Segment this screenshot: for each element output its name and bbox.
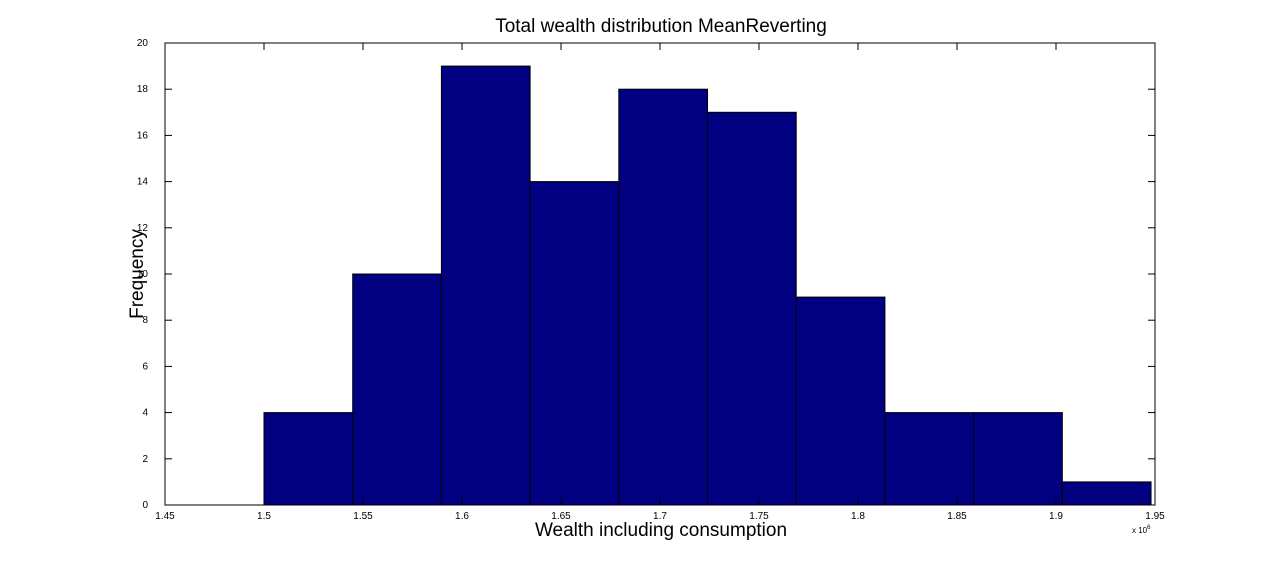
histogram-bar-8 bbox=[884, 412, 975, 506]
bars-layer bbox=[263, 65, 1152, 506]
histogram-bar-6 bbox=[707, 111, 797, 506]
histogram-bar-3 bbox=[440, 65, 531, 506]
y-tick-label: 8 bbox=[142, 315, 148, 326]
y-tick-label: 18 bbox=[137, 84, 149, 95]
ticks-layer: 1.45 1.5 1.55 1.6 1.65 1.7 1.75 1.8 1.85 1.9 1.95 0… bbox=[137, 38, 1165, 522]
x-tick-label: 1.45 bbox=[155, 511, 175, 522]
histogram-bar-4 bbox=[529, 181, 620, 506]
y-tick-label: 6 bbox=[142, 361, 148, 372]
histogram-bar-9 bbox=[973, 412, 1063, 506]
y-tick-label: 2 bbox=[142, 454, 148, 465]
histogram-bar-1 bbox=[263, 412, 354, 506]
histogram-bar-10 bbox=[1061, 481, 1152, 506]
y-tick-label: 14 bbox=[137, 177, 149, 188]
y-tick-label: 4 bbox=[142, 408, 148, 419]
x-tick-label: 1.65 bbox=[551, 511, 571, 522]
y-tick-label: 20 bbox=[137, 38, 149, 49]
histogram-bar-2 bbox=[352, 273, 442, 506]
x-tick-label: 1.55 bbox=[353, 511, 373, 522]
x-tick-label: 1.9 bbox=[1049, 511, 1063, 522]
x-axis-multiplier-base: x 10 bbox=[1132, 526, 1148, 535]
y-tick-label: 10 bbox=[137, 269, 149, 280]
x-tick-label: 1.5 bbox=[257, 511, 271, 522]
x-tick-label: 1.8 bbox=[851, 511, 865, 522]
y-tick-label: 12 bbox=[137, 223, 149, 234]
x-tick-label: 1.6 bbox=[455, 511, 469, 522]
x-tick-label: 1.75 bbox=[749, 511, 769, 522]
y-tick-label: 16 bbox=[137, 130, 149, 141]
x-tick-label: 1.7 bbox=[653, 511, 667, 522]
x-axis-multiplier-exponent: 6 bbox=[1147, 525, 1151, 531]
chart-title: Total wealth distribution MeanReverting bbox=[495, 16, 827, 37]
histogram-bar-5 bbox=[618, 88, 709, 506]
x-tick-label: 1.95 bbox=[1145, 511, 1165, 522]
y-axis-label: Frequency bbox=[127, 229, 148, 319]
x-axis-label: Wealth including consumption bbox=[535, 520, 787, 541]
histogram-bar-7 bbox=[795, 296, 886, 506]
y-tick-label: 0 bbox=[142, 500, 148, 511]
x-axis-multiplier: x 106 bbox=[1132, 525, 1151, 535]
x-tick-label: 1.85 bbox=[947, 511, 967, 522]
